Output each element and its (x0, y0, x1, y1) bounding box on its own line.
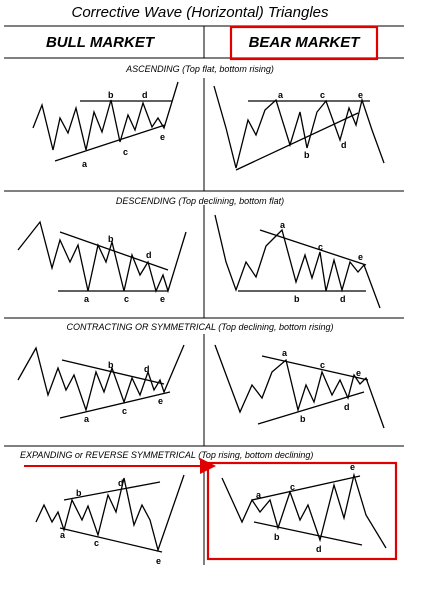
section-label-expanding: EXPANDING or REVERSE SYMMETRICAL (Top ri… (20, 450, 314, 460)
label-e: e (158, 396, 163, 406)
section-label-contracting: CONTRACTING OR SYMMETRICAL (Top declinin… (66, 322, 334, 332)
label-b: b (294, 294, 300, 304)
expanding-bull-diagram (35, 474, 185, 553)
label-d: d (144, 364, 150, 374)
label-e: e (160, 132, 165, 142)
bull-market-header: BULL MARKET (45, 34, 155, 51)
label-e: e (160, 294, 165, 304)
label-c: c (124, 294, 129, 304)
ascending-bull-labels: a b c d e (82, 90, 165, 169)
ascending-bull-diagram (32, 81, 179, 162)
label-a: a (84, 414, 90, 424)
label-d: d (340, 294, 346, 304)
label-b: b (108, 234, 114, 244)
expanding-bull-labels: a b c d e (60, 478, 161, 566)
expanding-bear-highlight-box (206, 461, 398, 561)
label-c: c (318, 242, 323, 252)
label-e: e (358, 90, 363, 100)
ascending-bear-diagram (213, 85, 385, 171)
label-d: d (142, 90, 148, 100)
label-e: e (350, 462, 355, 472)
label-c: c (320, 360, 325, 370)
label-d: d (341, 140, 347, 150)
label-b: b (304, 150, 310, 160)
label-a: a (256, 490, 262, 500)
label-a: a (282, 348, 288, 358)
section-label-descending: DESCENDING (Top declining, bottom flat) (115, 196, 285, 206)
label-e: e (356, 368, 361, 378)
descending-bear-diagram (214, 214, 381, 309)
bear-market-highlight-box (229, 25, 379, 61)
label-c: c (94, 538, 99, 548)
label-c: c (123, 147, 128, 157)
contracting-bear-diagram (214, 344, 385, 429)
page-title: Corrective Wave (Horizontal) Triangles (71, 4, 329, 21)
label-a: a (84, 294, 90, 304)
label-d: d (344, 402, 350, 412)
label-a: a (278, 90, 284, 100)
contracting-bear-labels: a b c d e (282, 348, 361, 424)
expanding-bear-diagram (221, 472, 387, 549)
descending-bull-diagram (17, 220, 187, 294)
frame-lines (4, 25, 404, 565)
label-a: a (82, 159, 88, 169)
label-d: d (118, 478, 124, 488)
descending-bear-labels: a b c d e (280, 220, 363, 304)
label-a: a (280, 220, 286, 230)
label-c: c (122, 406, 127, 416)
contracting-bull-labels: a b c d e (84, 360, 163, 424)
label-e: e (156, 556, 161, 566)
contracting-bull-diagram (17, 344, 185, 419)
label-d: d (146, 250, 152, 260)
expanding-bear-labels: a b c d e (256, 462, 355, 554)
label-b: b (108, 90, 114, 100)
label-a: a (60, 530, 66, 540)
highlight-annotations (24, 25, 398, 561)
label-c: c (290, 482, 295, 492)
label-d: d (316, 544, 322, 554)
section-label-ascending: ASCENDING (Top flat, bottom rising) (126, 64, 274, 74)
bear-market-header: BEAR MARKET (248, 34, 360, 51)
ascending-bear-labels: a b c d e (278, 90, 363, 160)
label-e: e (358, 252, 363, 262)
label-b: b (274, 532, 280, 542)
label-c: c (320, 90, 325, 100)
descending-bull-labels: a b c d e (84, 234, 165, 304)
label-b: b (76, 488, 82, 498)
label-b: b (300, 414, 306, 424)
label-b: b (108, 360, 114, 370)
